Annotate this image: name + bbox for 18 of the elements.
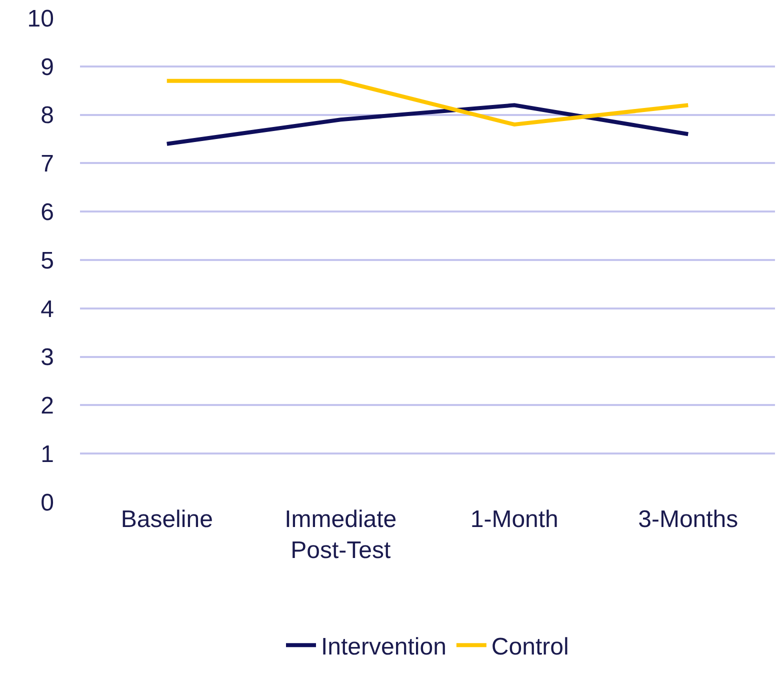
y-tick-label: 2 [40, 392, 54, 420]
x-tick-label: Immediate Post-Test [284, 506, 397, 564]
y-tick-label: 7 [40, 150, 54, 178]
x-tick-label: 1-Month [470, 506, 558, 533]
y-tick-label: 3 [40, 344, 54, 372]
x-tick-label: Baseline [120, 506, 213, 533]
line-series [164, 103, 690, 146]
legend-label: Intervention [321, 633, 446, 660]
y-tick-label: 6 [40, 199, 54, 226]
y-tick-label: 10 [27, 5, 54, 32]
y-tick-label: 1 [40, 441, 54, 468]
y-tick-label: 9 [40, 54, 54, 81]
y-tick-label: 4 [40, 296, 54, 323]
x-tick-label: 3-Months [638, 506, 738, 533]
y-tick-label: 0 [40, 489, 54, 516]
y-tick-label: 8 [40, 102, 54, 130]
y-tick-label: 5 [40, 247, 54, 274]
legend-label: Control [491, 633, 569, 660]
